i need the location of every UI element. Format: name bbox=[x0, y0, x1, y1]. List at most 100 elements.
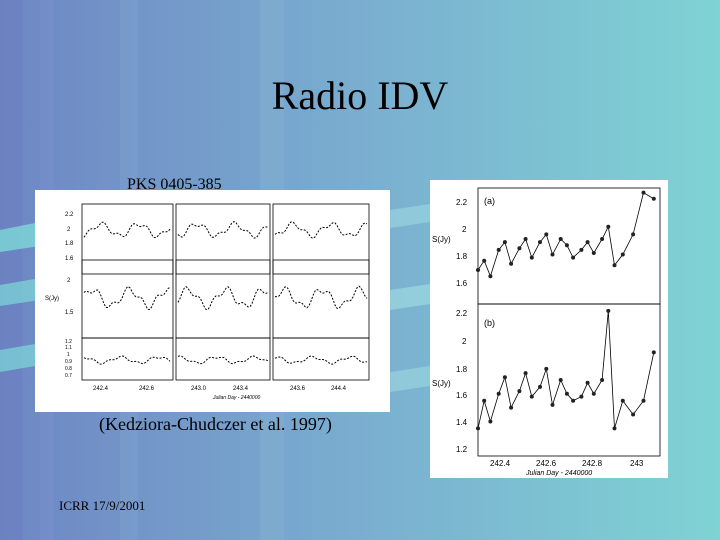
light-curve bbox=[274, 285, 368, 309]
left-ytick-top-2: 1.8 bbox=[65, 241, 74, 247]
light-curve bbox=[274, 355, 368, 365]
data-point bbox=[641, 398, 646, 403]
b-ytick-3: 1.6 bbox=[456, 391, 468, 400]
data-point bbox=[502, 240, 507, 245]
b-ytick-4: 1.4 bbox=[456, 418, 468, 427]
right-ylabel-b: S(Jy) bbox=[432, 379, 451, 388]
data-point bbox=[538, 240, 542, 245]
light-curve bbox=[83, 221, 171, 239]
data-point bbox=[591, 251, 596, 255]
footer-date: ICRR 17/9/2001 bbox=[59, 498, 146, 513]
data-point bbox=[641, 190, 646, 195]
data-point bbox=[529, 255, 534, 260]
light-curve bbox=[274, 221, 368, 239]
panel-a-label: (a) bbox=[484, 196, 495, 206]
left-ytick-mid-0: 2 bbox=[67, 278, 71, 284]
data-point bbox=[558, 237, 563, 241]
data-point bbox=[579, 247, 584, 252]
right-ylabel-a: S(Jy) bbox=[432, 235, 451, 244]
left-ytick-top-0: 2.2 bbox=[65, 212, 74, 218]
data-point bbox=[651, 196, 656, 201]
data-point bbox=[606, 224, 611, 229]
b-ytick-0: 2.2 bbox=[456, 309, 468, 318]
data-point bbox=[544, 366, 549, 371]
data-point bbox=[591, 391, 596, 396]
data-point bbox=[585, 240, 590, 245]
left-ylabel: S(Jy) bbox=[45, 296, 59, 302]
data-point bbox=[631, 232, 636, 237]
right-xtick-2: 242.8 bbox=[582, 459, 603, 468]
data-point bbox=[517, 246, 522, 251]
data-point bbox=[600, 237, 605, 241]
data-point bbox=[550, 402, 555, 407]
left-ytick-top-1: 2 bbox=[67, 227, 71, 233]
data-point bbox=[476, 426, 480, 431]
data-point bbox=[509, 261, 514, 266]
left-xtick-4: 243.6 bbox=[290, 386, 306, 392]
data-point bbox=[529, 394, 534, 399]
data-point bbox=[651, 350, 656, 355]
data-point bbox=[558, 378, 563, 382]
data-point bbox=[496, 391, 501, 396]
left-ytick-bot-3: 0.9 bbox=[65, 359, 72, 365]
data-point bbox=[571, 255, 576, 260]
data-point bbox=[612, 263, 617, 268]
a-ytick-3: 1.6 bbox=[456, 279, 468, 288]
data-point bbox=[606, 308, 611, 313]
light-curve bbox=[177, 355, 269, 365]
b-ytick-2: 1.8 bbox=[456, 365, 468, 374]
data-point bbox=[612, 426, 617, 431]
data-point bbox=[538, 384, 542, 389]
b-ytick-5: 1.2 bbox=[456, 445, 468, 454]
data-point bbox=[523, 237, 528, 241]
data-point bbox=[585, 380, 590, 385]
left-xtick-0: 242.4 bbox=[93, 386, 109, 392]
data-point bbox=[564, 391, 569, 396]
data-point bbox=[550, 252, 555, 257]
data-point bbox=[476, 268, 480, 272]
left-ytick-bot-0: 1.2 bbox=[65, 339, 72, 345]
right-xtick-0: 242.4 bbox=[490, 459, 511, 468]
left-figure-panel: 2.2 2 1.8 1.6 2 1.5 S(Jy) 1.2 1.1 1 0.9 … bbox=[35, 190, 390, 412]
data-point bbox=[620, 252, 625, 257]
left-xtick-3: 243.4 bbox=[233, 386, 249, 392]
right-xtick-3: 243 bbox=[630, 459, 644, 468]
series-line-a bbox=[477, 191, 655, 278]
left-ytick-bot-4: 0.8 bbox=[65, 366, 72, 372]
data-point bbox=[482, 258, 487, 263]
data-point bbox=[502, 375, 507, 380]
data-point bbox=[564, 243, 569, 248]
right-xlabel: Julian Day - 2440000 bbox=[525, 470, 592, 477]
left-xtick-5: 244.4 bbox=[331, 386, 347, 392]
a-ytick-0: 2.2 bbox=[456, 198, 468, 207]
right-figure-panel: (a) (b) S(Jy) S(Jy) 2.2 2 1.8 1.6 2.2 2 … bbox=[430, 180, 668, 478]
left-ytick-bot-2: 1 bbox=[67, 352, 70, 358]
light-curve bbox=[83, 285, 171, 310]
data-point bbox=[620, 398, 625, 403]
left-figure: 2.2 2 1.8 1.6 2 1.5 S(Jy) 1.2 1.1 1 0.9 … bbox=[45, 203, 370, 401]
left-xlabel: Julian Day - 2440000 bbox=[212, 395, 260, 401]
series-line-b bbox=[477, 310, 655, 429]
left-ytick-bot-1: 1.1 bbox=[65, 345, 72, 351]
source-label: PKS 0405-385 bbox=[127, 176, 222, 193]
data-point bbox=[579, 394, 584, 399]
light-curve bbox=[177, 286, 269, 310]
light-curve bbox=[83, 355, 171, 365]
data-point bbox=[600, 378, 605, 382]
data-point bbox=[488, 419, 493, 424]
a-ytick-1: 2 bbox=[462, 225, 467, 234]
right-figure: (a) (b) S(Jy) S(Jy) 2.2 2 1.8 1.6 2.2 2 … bbox=[432, 187, 661, 477]
citation: (Kedziora-Chudczer et al. 1997) bbox=[99, 414, 332, 434]
data-point bbox=[631, 412, 636, 417]
left-ytick-mid-1: 1.5 bbox=[65, 310, 74, 316]
a-ytick-2: 1.8 bbox=[456, 252, 468, 261]
right-xtick-1: 242.6 bbox=[536, 459, 557, 468]
light-curve bbox=[177, 221, 269, 239]
left-xtick-2: 243.0 bbox=[191, 386, 207, 392]
panel-a-frame bbox=[477, 187, 661, 305]
data-point bbox=[482, 398, 487, 403]
data-point bbox=[496, 247, 501, 252]
panel-b-label: (b) bbox=[484, 318, 495, 328]
data-point bbox=[544, 232, 549, 237]
left-xtick-1: 242.6 bbox=[139, 386, 155, 392]
